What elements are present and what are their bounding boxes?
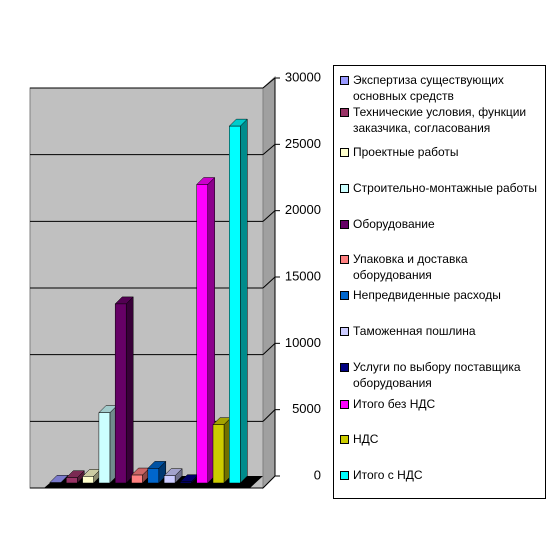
bar (131, 474, 143, 484)
y-tick-label: 20000 (285, 202, 321, 217)
legend-item: Услуги по выбору поставщика оборудования (340, 359, 540, 391)
bar (98, 412, 111, 484)
legend-label: Экспертиза существующих основных средств (353, 73, 504, 103)
grid-line (262, 210, 276, 222)
legend-label: Итого без НДС (353, 397, 436, 411)
grid-line (262, 77, 276, 89)
y-tick-label: 5000 (292, 401, 321, 416)
y-tick-label: 15000 (285, 268, 321, 283)
bar (66, 477, 78, 484)
legend-swatch (340, 76, 349, 85)
y-tick-label: 0 (314, 467, 321, 482)
legend-swatch (340, 220, 349, 229)
grid-line (262, 143, 276, 156)
bar (240, 118, 248, 484)
bar (82, 476, 94, 484)
legend-item: Оборудование (340, 216, 540, 232)
legend-swatch (340, 184, 349, 193)
legend-label: Итого с НДС (353, 468, 423, 482)
legend-item: Строительно-монтажные работы (340, 180, 540, 196)
legend-item: Упаковка и доставка оборудования (340, 251, 540, 283)
legend-item: Проектные работы (340, 144, 540, 160)
legend-label: НДС (353, 432, 379, 446)
legend-label: Упаковка и доставка оборудования (353, 252, 468, 282)
legend-label: Непредвиденные расходы (353, 288, 501, 302)
legend-label: Таможенная пошлина (353, 324, 476, 338)
y-tick-label: 25000 (285, 136, 321, 151)
legend-item: Технические условия, функции заказчика, … (340, 104, 540, 136)
grid-line (262, 342, 276, 356)
bar (212, 424, 225, 484)
legend-swatch (340, 148, 349, 157)
legend-label: Оборудование (353, 217, 435, 231)
bar (163, 475, 176, 484)
legend-item: Итого с НДС (340, 467, 540, 483)
y-tick-label: 10000 (285, 335, 321, 350)
grid-line (262, 409, 276, 422)
legend-item: Итого без НДС (340, 396, 540, 412)
bar (147, 468, 160, 484)
legend-swatch (340, 108, 349, 117)
legend-swatch (340, 291, 349, 300)
legend-label: Услуги по выбору поставщика оборудования (353, 360, 521, 390)
bar (49, 482, 62, 484)
bar (229, 125, 241, 484)
legend-item: Непредвиденные расходы (340, 287, 540, 303)
legend-swatch (340, 471, 349, 480)
bar (180, 481, 192, 484)
legend-swatch (340, 435, 349, 444)
legend-item: Таможенная пошлина (340, 323, 540, 339)
legend-item: Экспертиза существующих основных средств (340, 72, 540, 104)
grid-line (262, 276, 276, 289)
legend-swatch (340, 255, 349, 264)
legend-swatch (340, 363, 349, 372)
bar (114, 303, 127, 484)
grid-line (262, 475, 276, 489)
y-tick-label: 30000 (285, 69, 321, 84)
legend-swatch (340, 400, 349, 409)
legend: Экспертиза существующих основных средств… (333, 65, 546, 499)
legend-label: Проектные работы (353, 145, 459, 159)
legend-item: НДС (340, 431, 540, 447)
legend-swatch (340, 327, 349, 336)
legend-label: Строительно-монтажные работы (353, 181, 538, 195)
legend-label: Технические условия, функции заказчика, … (353, 105, 527, 135)
bar (196, 184, 208, 484)
bar (125, 296, 134, 484)
